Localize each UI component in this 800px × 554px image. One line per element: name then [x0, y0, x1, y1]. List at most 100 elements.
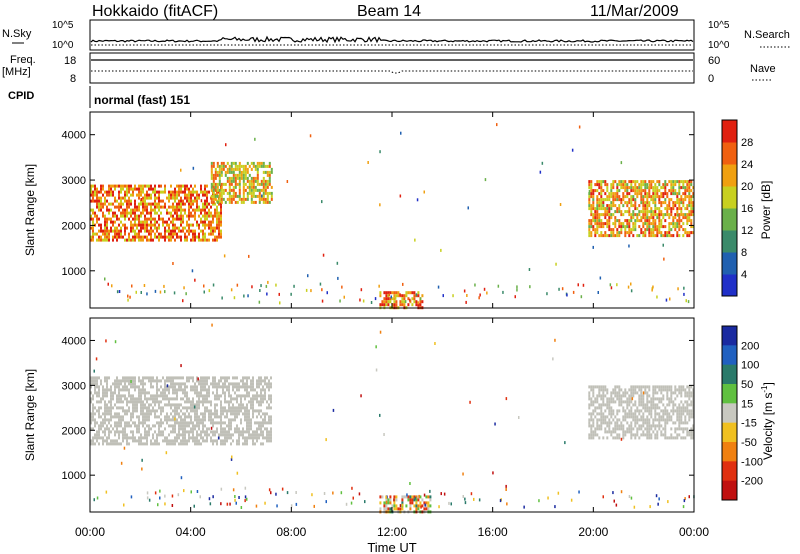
range-cell	[246, 394, 248, 398]
range-cell	[682, 198, 685, 202]
range-cell	[590, 204, 593, 208]
range-cell	[618, 397, 621, 401]
range-cell	[200, 208, 202, 212]
range-cell	[622, 430, 625, 434]
range-cell	[136, 205, 138, 209]
range-cell	[634, 225, 637, 229]
range-cell	[112, 415, 114, 419]
range-cell	[174, 187, 176, 191]
range-cell	[598, 180, 601, 184]
range-cell	[672, 207, 675, 211]
range-cell	[140, 439, 142, 443]
range-cell	[214, 430, 216, 434]
range-cell	[208, 400, 210, 404]
range-cell	[266, 385, 268, 389]
range-cell	[594, 219, 597, 223]
range-cell	[337, 276, 339, 280]
range-cell	[528, 268, 531, 271]
range-cell	[210, 430, 212, 434]
range-cell	[413, 297, 416, 301]
range-cell	[198, 421, 200, 425]
range-cell	[622, 418, 625, 422]
range-cell	[150, 229, 152, 233]
range-cell	[118, 421, 120, 425]
range-cell	[144, 430, 146, 434]
range-cell	[375, 368, 378, 372]
range-cell	[142, 382, 144, 386]
range-cell	[268, 385, 270, 389]
range-cell	[411, 303, 414, 307]
range-cell	[174, 403, 176, 407]
range-cell	[166, 384, 169, 388]
range-cell	[648, 234, 651, 238]
range-cell	[199, 495, 201, 499]
range-cell	[270, 197, 273, 201]
range-cell	[654, 412, 657, 416]
range-cell	[232, 403, 234, 407]
range-cell	[146, 424, 148, 428]
range-cell	[248, 173, 251, 177]
range-cell	[100, 208, 102, 212]
range-cell	[234, 427, 236, 431]
range-cell	[590, 403, 593, 407]
range-cell	[662, 201, 665, 205]
range-cell	[600, 198, 603, 202]
colorbar-swatch	[722, 230, 737, 253]
range-cell	[148, 409, 150, 413]
range-cell	[646, 400, 649, 404]
range-cell	[212, 439, 214, 443]
range-cell	[692, 204, 695, 208]
range-cell	[90, 400, 92, 404]
range-cell	[210, 415, 212, 419]
range-cell	[170, 220, 172, 224]
range-cell	[684, 189, 687, 193]
range-cell	[186, 394, 188, 398]
range-cell	[174, 412, 176, 416]
range-cell	[389, 501, 392, 505]
range-cell	[638, 189, 641, 193]
range-cell	[140, 184, 142, 188]
range-cell	[168, 391, 170, 395]
range-cell	[216, 188, 219, 192]
range-cell	[104, 232, 106, 236]
range-cell	[254, 194, 257, 198]
range-cell	[656, 192, 659, 196]
range-cell	[174, 442, 176, 446]
range-cell	[266, 439, 268, 443]
range-cell	[122, 394, 124, 398]
range-cell	[110, 394, 112, 398]
range-cell	[409, 291, 412, 295]
range-cell	[692, 406, 695, 410]
range-cell	[108, 184, 110, 188]
range-cell	[666, 436, 669, 440]
range-cell	[684, 388, 687, 392]
range-cell	[184, 235, 186, 239]
range-cell	[672, 216, 675, 220]
range-cell	[604, 418, 607, 422]
range-cell	[608, 216, 611, 220]
range-cell	[176, 436, 178, 440]
range-cell	[128, 199, 130, 203]
range-cell	[600, 406, 603, 410]
range-cell	[610, 186, 613, 190]
range-cell	[190, 418, 192, 422]
range-cell	[96, 409, 98, 413]
range-cell	[640, 231, 643, 235]
range-cell	[232, 439, 234, 443]
range-cell	[204, 211, 206, 215]
range-cell	[148, 430, 150, 434]
range-cell	[592, 216, 595, 220]
range-cell	[124, 433, 126, 437]
range-cell	[612, 198, 615, 202]
range-cell	[266, 185, 269, 189]
range-cell	[230, 400, 232, 404]
range-cell	[606, 430, 609, 434]
range-cell	[688, 234, 691, 238]
range-cell	[118, 223, 120, 227]
range-cell	[604, 216, 607, 220]
range-cell	[228, 182, 231, 186]
range-cell	[389, 297, 392, 301]
range-cell	[688, 418, 691, 422]
range-cell	[630, 282, 632, 286]
range-cell	[126, 205, 128, 209]
